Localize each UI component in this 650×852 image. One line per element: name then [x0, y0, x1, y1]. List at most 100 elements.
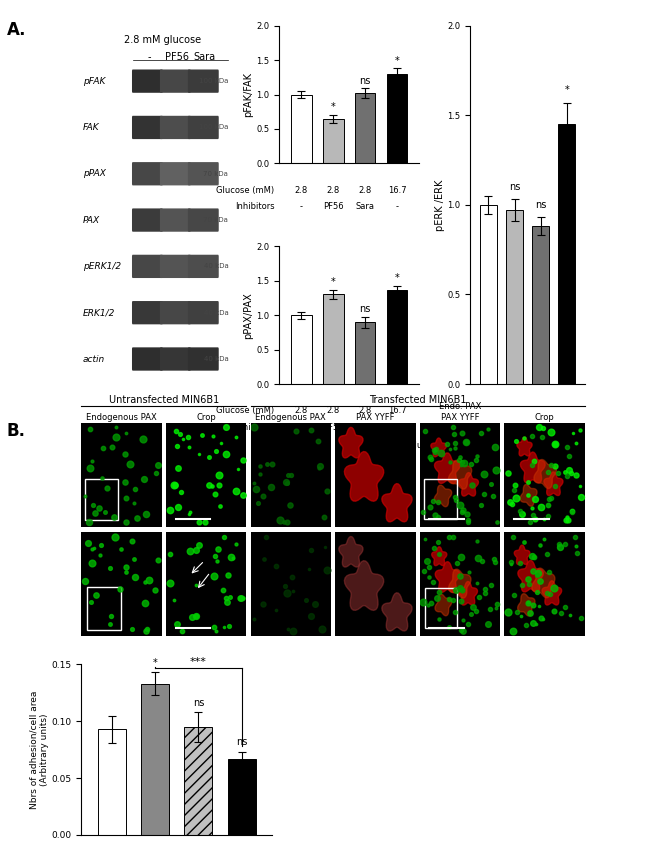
- Text: -: -: [395, 202, 398, 211]
- Y-axis label: pFAK/FAK: pFAK/FAK: [244, 72, 254, 117]
- Text: Glucose (mM): Glucose (mM): [408, 441, 466, 451]
- Text: 2.8: 2.8: [359, 406, 372, 415]
- Polygon shape: [532, 568, 555, 598]
- Polygon shape: [344, 452, 383, 501]
- Text: PF56: PF56: [504, 485, 525, 493]
- Bar: [184, 727, 213, 835]
- Polygon shape: [542, 581, 562, 605]
- Text: 100 kDa: 100 kDa: [199, 78, 228, 84]
- Bar: [532, 227, 549, 384]
- Bar: [85, 480, 118, 521]
- Polygon shape: [382, 593, 412, 631]
- Text: 2.8: 2.8: [508, 441, 521, 451]
- Text: 70 kDa: 70 kDa: [203, 170, 228, 176]
- Bar: [323, 295, 344, 384]
- Text: 100 kDa: 100 kDa: [199, 124, 228, 130]
- Text: PF56: PF56: [323, 423, 344, 432]
- FancyBboxPatch shape: [188, 116, 219, 139]
- Y-axis label: pERK /ERK: pERK /ERK: [435, 179, 445, 231]
- Polygon shape: [458, 582, 478, 605]
- Text: Inhibitors: Inhibitors: [426, 485, 466, 493]
- Polygon shape: [518, 561, 543, 592]
- Text: 2.8: 2.8: [359, 186, 372, 194]
- Polygon shape: [431, 438, 447, 457]
- Title: Endogenous PAX: Endogenous PAX: [255, 413, 326, 422]
- Text: Inhibitors: Inhibitors: [235, 202, 274, 211]
- Text: -: -: [147, 53, 151, 62]
- Bar: [387, 290, 408, 384]
- Text: 40 kDa: 40 kDa: [203, 263, 228, 269]
- Text: 40 kDa: 40 kDa: [203, 356, 228, 362]
- Text: 2.8: 2.8: [482, 441, 495, 451]
- Text: Sara: Sara: [356, 423, 374, 432]
- Text: 2.8 mM glucose: 2.8 mM glucose: [124, 35, 201, 44]
- Text: ERK1/2: ERK1/2: [83, 308, 115, 317]
- Text: -: -: [566, 485, 568, 493]
- Polygon shape: [435, 594, 452, 616]
- Polygon shape: [448, 460, 472, 489]
- Bar: [558, 124, 575, 384]
- Polygon shape: [520, 485, 537, 506]
- Bar: [506, 210, 523, 384]
- Text: A.: A.: [6, 21, 26, 39]
- Text: *: *: [395, 55, 399, 66]
- FancyBboxPatch shape: [132, 255, 163, 278]
- Text: pPAX: pPAX: [83, 170, 105, 178]
- Polygon shape: [521, 452, 545, 483]
- Text: 16.7: 16.7: [558, 441, 576, 451]
- Title: Crop: Crop: [196, 413, 216, 422]
- Text: pFAK: pFAK: [83, 77, 105, 86]
- Bar: [291, 95, 312, 164]
- Text: pERK1/2: pERK1/2: [83, 262, 121, 271]
- FancyBboxPatch shape: [160, 348, 191, 371]
- Text: 2.8: 2.8: [327, 406, 340, 415]
- Title: Crop: Crop: [535, 413, 554, 422]
- FancyBboxPatch shape: [132, 301, 163, 325]
- Text: PAX: PAX: [83, 216, 100, 225]
- Polygon shape: [514, 545, 530, 565]
- FancyBboxPatch shape: [188, 70, 219, 93]
- Text: 16.7: 16.7: [387, 186, 406, 194]
- Polygon shape: [344, 561, 383, 610]
- Text: ***: ***: [190, 657, 207, 667]
- Bar: [291, 315, 312, 384]
- Text: Sara: Sara: [356, 202, 374, 211]
- FancyBboxPatch shape: [160, 162, 191, 186]
- Text: FAK: FAK: [83, 123, 99, 132]
- FancyBboxPatch shape: [132, 70, 163, 93]
- FancyBboxPatch shape: [160, 116, 191, 139]
- Bar: [98, 729, 125, 835]
- Text: *: *: [331, 101, 335, 112]
- FancyBboxPatch shape: [132, 162, 163, 186]
- FancyBboxPatch shape: [188, 209, 219, 232]
- Text: ns: ns: [192, 698, 204, 708]
- Bar: [387, 74, 408, 164]
- Bar: [227, 759, 256, 835]
- Polygon shape: [517, 594, 535, 616]
- FancyBboxPatch shape: [160, 70, 191, 93]
- Text: Transfected MIN6B1: Transfected MIN6B1: [369, 394, 467, 405]
- Title: PAX YYFF: PAX YYFF: [356, 413, 395, 422]
- Text: -: -: [487, 485, 490, 493]
- Polygon shape: [448, 569, 471, 598]
- Text: 70 kDa: 70 kDa: [203, 217, 228, 223]
- Y-axis label: pPAX/PAX: pPAX/PAX: [244, 291, 254, 338]
- Polygon shape: [339, 537, 363, 567]
- Bar: [424, 479, 457, 519]
- Text: -: -: [300, 423, 303, 432]
- Text: Glucose (mM): Glucose (mM): [216, 186, 274, 194]
- Text: 40 kDa: 40 kDa: [203, 309, 228, 316]
- Bar: [141, 684, 169, 835]
- Text: ns: ns: [359, 76, 371, 85]
- FancyBboxPatch shape: [188, 162, 219, 186]
- FancyBboxPatch shape: [160, 209, 191, 232]
- Polygon shape: [434, 453, 460, 483]
- Text: 2.8: 2.8: [327, 186, 340, 194]
- Polygon shape: [436, 561, 460, 592]
- Polygon shape: [382, 484, 412, 522]
- FancyBboxPatch shape: [160, 301, 191, 325]
- Polygon shape: [432, 547, 447, 566]
- Text: ns: ns: [535, 200, 546, 210]
- Text: 2.8: 2.8: [534, 441, 547, 451]
- FancyBboxPatch shape: [132, 348, 163, 371]
